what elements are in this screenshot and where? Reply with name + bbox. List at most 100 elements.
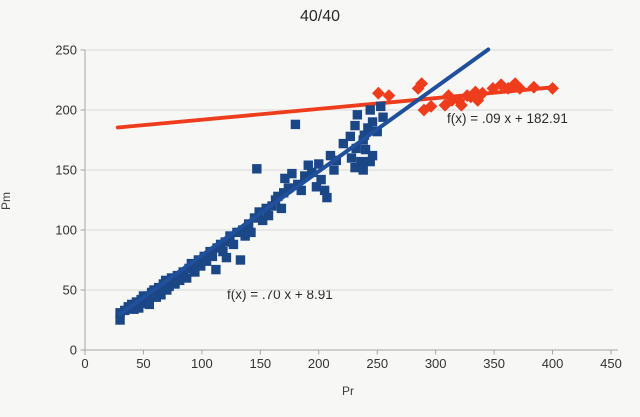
blue-data-point <box>363 123 373 133</box>
x-tick-label-100: 100 <box>191 356 213 371</box>
blue-data-point <box>228 239 239 250</box>
blue-data-point <box>279 188 289 198</box>
y-tick-label-50: 50 <box>63 283 77 298</box>
red-data-point <box>513 82 527 95</box>
blue-data-point <box>276 203 287 214</box>
blue-data-point <box>221 252 232 263</box>
blue-data-point <box>356 156 366 167</box>
red-data-point <box>417 103 431 117</box>
blue-data-point <box>307 167 317 178</box>
blue-data-point <box>352 110 363 120</box>
blue-data-point <box>246 227 256 238</box>
blue-data-point <box>338 138 349 149</box>
blue-data-point <box>314 159 324 169</box>
blue-data-point <box>207 251 218 262</box>
blue-data-point <box>115 315 125 325</box>
x-tick-label-300: 300 <box>425 356 447 371</box>
blue-data-point <box>311 182 322 192</box>
y-tick-label-150: 150 <box>55 163 77 178</box>
blue-data-point <box>178 267 188 277</box>
blue-data-point <box>201 256 212 266</box>
blue-data-point <box>365 105 375 115</box>
red-data-point <box>546 82 559 95</box>
blue-data-point <box>190 267 200 277</box>
red-data-point <box>424 100 438 113</box>
blue-data-point <box>252 164 262 174</box>
blue-data-point <box>174 275 185 286</box>
red-data-point <box>494 78 508 92</box>
blue-data-point <box>358 165 368 175</box>
y-tick-label-0: 0 <box>70 343 77 358</box>
blue-data-point <box>199 251 209 262</box>
blue-data-point <box>218 246 228 257</box>
blue-data-point <box>325 150 336 161</box>
blue-data-point <box>350 120 360 131</box>
red-data-point <box>452 94 466 107</box>
red-trendline-equation: f(x) = .09 x + 182.91 <box>447 111 568 126</box>
red-data-point <box>382 89 396 102</box>
blue-data-point <box>235 255 246 265</box>
x-tick-label-450: 450 <box>600 356 622 371</box>
blue-data-point <box>156 290 166 300</box>
blue-data-point <box>283 183 294 193</box>
blue-data-point <box>346 153 357 163</box>
blue-data-point <box>257 215 268 226</box>
y-tick-label-250: 250 <box>55 43 77 58</box>
blue-data-point <box>211 264 221 275</box>
blue-data-point <box>263 210 274 221</box>
red-data-point <box>371 86 385 100</box>
red-data-point <box>476 86 489 100</box>
y-tick-label-200: 200 <box>55 103 77 118</box>
blue-data-point <box>196 261 206 271</box>
y-tick-label-100: 100 <box>55 223 77 238</box>
blue-data-point <box>319 185 330 196</box>
red-data-point <box>415 77 429 90</box>
blue-data-point <box>359 130 370 140</box>
blue-data-point <box>240 231 250 241</box>
blue-trendline-equation: f(x) = .70 x + 8.91 <box>227 287 333 302</box>
blue-data-point <box>290 119 301 130</box>
blue-data-point <box>280 173 290 184</box>
blue-data-point <box>351 143 361 154</box>
blue-data-point <box>322 192 332 203</box>
blue-data-point <box>184 263 194 274</box>
blue-data-point <box>350 162 360 173</box>
blue-data-point <box>345 131 356 142</box>
red-data-point <box>445 94 459 107</box>
blue-data-point <box>238 225 248 235</box>
red-data-point <box>454 98 468 112</box>
blue-data-point <box>144 299 154 310</box>
chart-title: 40/40 <box>299 8 341 25</box>
blue-data-point <box>181 273 192 283</box>
blue-data-point <box>303 160 313 170</box>
blue-data-point <box>296 185 306 196</box>
blue-data-point <box>300 171 310 181</box>
red-data-point <box>464 90 478 104</box>
blue-trendline <box>118 47 491 317</box>
blue-data-point <box>316 174 326 185</box>
x-axis-title: Pr <box>342 384 354 398</box>
blue-data-point <box>365 156 375 167</box>
x-tick-label-200: 200 <box>308 356 330 371</box>
x-tick-label-150: 150 <box>249 356 271 371</box>
blue-data-point <box>220 237 230 247</box>
blue-data-point <box>172 270 183 281</box>
blue-data-point <box>367 150 378 161</box>
x-tick-label-250: 250 <box>366 356 388 371</box>
blue-data-point <box>376 101 386 112</box>
blue-data-point <box>134 303 144 313</box>
blue-data-point <box>273 191 283 202</box>
x-tick-label-350: 350 <box>483 356 505 371</box>
x-tick-label-400: 400 <box>542 356 564 371</box>
x-tick-label-50: 50 <box>136 356 150 371</box>
blue-data-point <box>164 281 174 292</box>
blue-data-point <box>367 117 378 127</box>
x-tick-label-0: 0 <box>81 356 88 371</box>
blue-data-point <box>360 144 371 155</box>
blue-data-point <box>378 112 388 122</box>
red-data-point <box>527 80 541 94</box>
blue-data-point <box>287 168 297 179</box>
blue-data-point <box>329 165 339 175</box>
